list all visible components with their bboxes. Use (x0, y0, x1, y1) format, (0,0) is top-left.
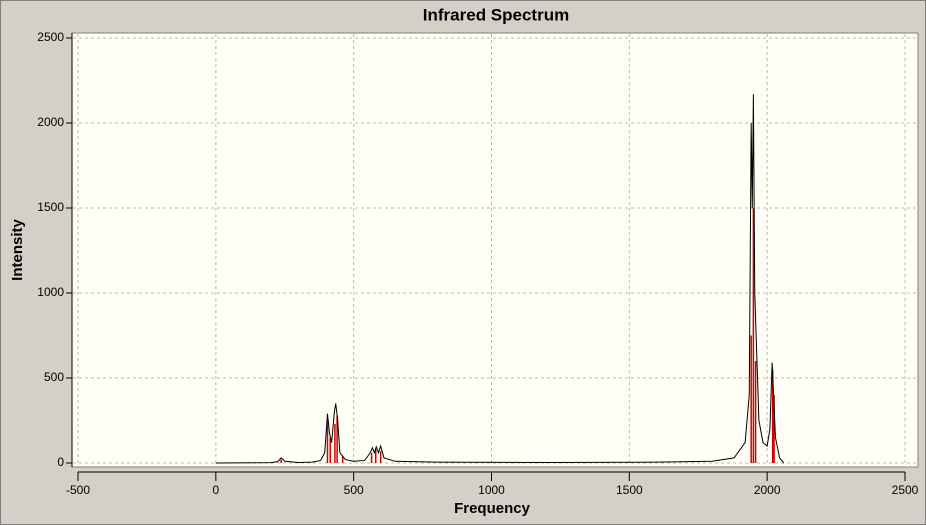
x-tick-label: 2500 (892, 483, 919, 497)
spectrum-line (215, 94, 785, 464)
y-tick-label: 2500 (37, 30, 64, 44)
chart-title: Infrared Spectrum (423, 5, 569, 24)
y-axis-label: Intensity (9, 219, 26, 281)
y-tick-label: 1000 (37, 285, 64, 299)
x-axis-label: Frequency (454, 500, 531, 517)
x-tick-label: -500 (66, 483, 90, 497)
y-tick-label: 0 (57, 455, 64, 469)
x-tick-label: 2000 (754, 483, 781, 497)
y-tick-label: 2000 (37, 115, 64, 129)
y-tick-label: 1500 (37, 200, 64, 214)
x-tick-label: 0 (212, 483, 219, 497)
x-tick-label: 1500 (616, 483, 643, 497)
plot-area (71, 32, 919, 468)
x-tick-label: 1000 (478, 483, 505, 497)
x-tick-label: 500 (344, 483, 364, 497)
y-tick-label: 500 (44, 370, 64, 384)
